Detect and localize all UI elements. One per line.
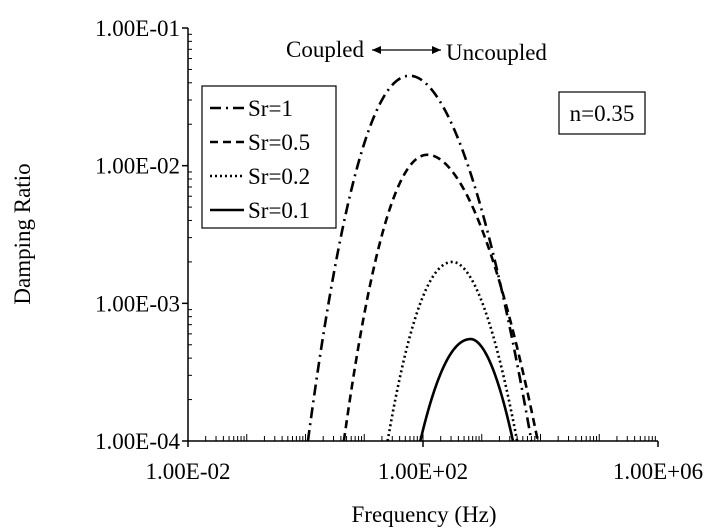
legend-label-sr-0-2: Sr=0.2 bbox=[248, 164, 310, 189]
y-tick-label: 1.00E-01 bbox=[95, 16, 180, 41]
series-layer bbox=[306, 74, 540, 441]
x-tick-label: 1.00E+02 bbox=[378, 459, 468, 484]
legend-box bbox=[201, 85, 337, 229]
double-arrow-icon bbox=[372, 46, 441, 54]
y-axis-title: Damping Ratio bbox=[10, 163, 35, 304]
legend-label-sr-0-1: Sr=0.1 bbox=[248, 198, 310, 223]
legend-label-sr-0-5: Sr=0.5 bbox=[248, 130, 310, 155]
param-box bbox=[558, 91, 646, 135]
coupled-label: Coupled bbox=[286, 37, 364, 62]
param-label: n=0.35 bbox=[570, 101, 635, 126]
y-ticks: 1.00E-04 1.00E-03 1.00E-02 1.00E-01 bbox=[95, 16, 188, 454]
series-line-sr-1 bbox=[306, 74, 533, 441]
x-tick-label: 1.00E-02 bbox=[146, 459, 231, 484]
y-tick-label: 1.00E-02 bbox=[95, 154, 180, 179]
x-tick-label: 1.00E+06 bbox=[613, 459, 703, 484]
series-line-sr-0-5 bbox=[342, 153, 540, 441]
legend-label-sr-1: Sr=1 bbox=[248, 96, 293, 121]
series-line-sr-0-1 bbox=[419, 337, 515, 441]
y-tick-label: 1.00E-04 bbox=[95, 429, 180, 454]
x-axis-title: Frequency (Hz) bbox=[352, 502, 497, 527]
uncoupled-label: Uncoupled bbox=[446, 40, 547, 65]
x-ticks: 1.00E-02 1.00E+02 1.00E+06 bbox=[146, 441, 703, 484]
y-tick-label: 1.00E-03 bbox=[95, 291, 180, 316]
legend: Sr=1 Sr=0.5 Sr=0.2 Sr=0.1 bbox=[201, 85, 337, 229]
series-line-sr-0-2 bbox=[386, 260, 519, 441]
